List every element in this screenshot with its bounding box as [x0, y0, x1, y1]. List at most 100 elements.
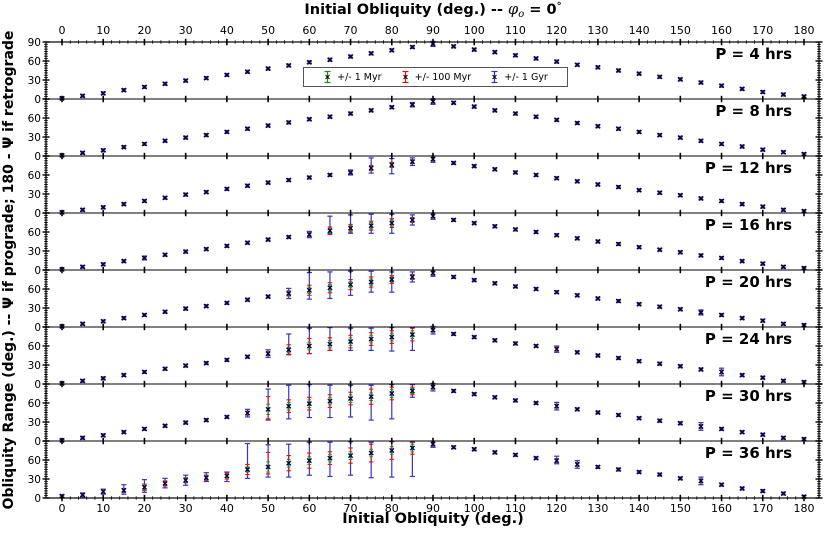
data-point: [368, 336, 374, 342]
data-point: [471, 277, 477, 283]
data-point: [265, 406, 271, 412]
data-point: [224, 186, 230, 192]
data-point: [306, 343, 312, 349]
data-point: [718, 312, 725, 318]
panel-series-7: [59, 382, 807, 443]
data-point: [409, 274, 415, 280]
data-point: [306, 116, 312, 122]
x-tick-label-top: 0: [59, 24, 66, 37]
data-point: [512, 283, 519, 290]
x-tick-label-top: 80: [385, 24, 399, 37]
data-point: [141, 369, 148, 375]
x-tick-label-top: 90: [426, 24, 440, 37]
data-point: [615, 412, 622, 418]
data-point: [615, 184, 622, 190]
data-point: [492, 107, 498, 113]
data-point: [162, 366, 168, 372]
data-point: [636, 358, 642, 364]
data-point: [162, 138, 168, 144]
data-point: [368, 279, 374, 285]
data-point: [636, 244, 642, 250]
data-point: [780, 149, 786, 155]
data-point: [389, 220, 395, 226]
data-point: [244, 410, 251, 416]
y-tick-label: 30: [28, 132, 41, 144]
data-point: [286, 347, 292, 353]
data-point: [718, 141, 725, 147]
data-point: [533, 229, 539, 235]
data-point: [595, 181, 601, 188]
y-tick-label: 0: [34, 94, 41, 106]
data-point: [162, 252, 168, 258]
data-point: [121, 258, 127, 264]
data-point: [80, 264, 86, 270]
x-tick-label-bottom: 10: [96, 502, 110, 515]
data-point: [492, 280, 498, 286]
data-point: [780, 207, 786, 213]
data-point: [574, 120, 580, 126]
panel-label: P = 24 hrs: [705, 330, 792, 348]
data-point: [636, 415, 642, 421]
data-point: [224, 357, 230, 363]
data-point: [492, 394, 498, 400]
data-point: [492, 49, 498, 55]
data-point: [657, 418, 663, 424]
data-point: [554, 117, 560, 123]
data-point: [100, 489, 106, 495]
x-tick-label-top: 40: [220, 24, 234, 37]
y-tick-label: 60: [28, 227, 41, 239]
data-point: [554, 59, 560, 65]
data-point: [471, 220, 477, 226]
data-point: [203, 303, 209, 309]
data-point: [471, 446, 477, 452]
x-tick-label-bottom: 80: [385, 502, 399, 515]
errorbar-icon: [324, 70, 331, 84]
y-tick-label: 60: [28, 341, 41, 353]
data-point: [533, 455, 539, 461]
data-point: [657, 471, 663, 478]
data-point: [657, 190, 663, 196]
data-point: [471, 104, 477, 110]
data-point: [636, 187, 642, 193]
x-tick-label-top: 20: [137, 24, 151, 37]
data-point: [409, 102, 415, 108]
data-point: [347, 110, 354, 117]
data-point: [389, 162, 395, 168]
data-point: [718, 482, 725, 488]
panel-series-4: [59, 212, 807, 272]
panel-label: P = 16 hrs: [705, 216, 792, 234]
legend-label: +/- 100 Myr: [414, 71, 472, 83]
data-point: [141, 255, 148, 261]
phi-symbol: φ: [508, 2, 519, 18]
data-point: [368, 450, 374, 456]
legend-label: +/- 1 Myr: [337, 71, 382, 83]
data-point: [100, 261, 106, 267]
data-point: [698, 138, 704, 144]
data-point: [574, 235, 580, 241]
y-tick-label: 0: [34, 493, 41, 505]
data-point: [451, 274, 457, 280]
errorbar-icon: [491, 70, 498, 84]
y-tick-label: 90: [28, 37, 41, 49]
x-tick-label-top: 60: [302, 24, 316, 37]
data-point: [492, 223, 498, 229]
data-point: [203, 132, 209, 138]
data-point: [760, 261, 766, 267]
data-point: [265, 294, 271, 300]
x-tick-label-top: 160: [711, 24, 732, 37]
data-point: [327, 455, 333, 461]
data-point: [718, 255, 725, 261]
x-tick-label-bottom: 140: [629, 502, 650, 515]
data-point: [512, 52, 519, 58]
data-point: [327, 341, 333, 347]
data-point: [574, 406, 580, 412]
data-point: [100, 147, 106, 153]
data-point: [327, 228, 333, 234]
x-tick-label-bottom: 50: [261, 502, 275, 515]
data-point: [595, 409, 601, 416]
data-point: [224, 300, 230, 306]
legend-entry-1myr: +/- 1 Myr: [323, 70, 382, 84]
panel-series-3: [59, 155, 807, 215]
